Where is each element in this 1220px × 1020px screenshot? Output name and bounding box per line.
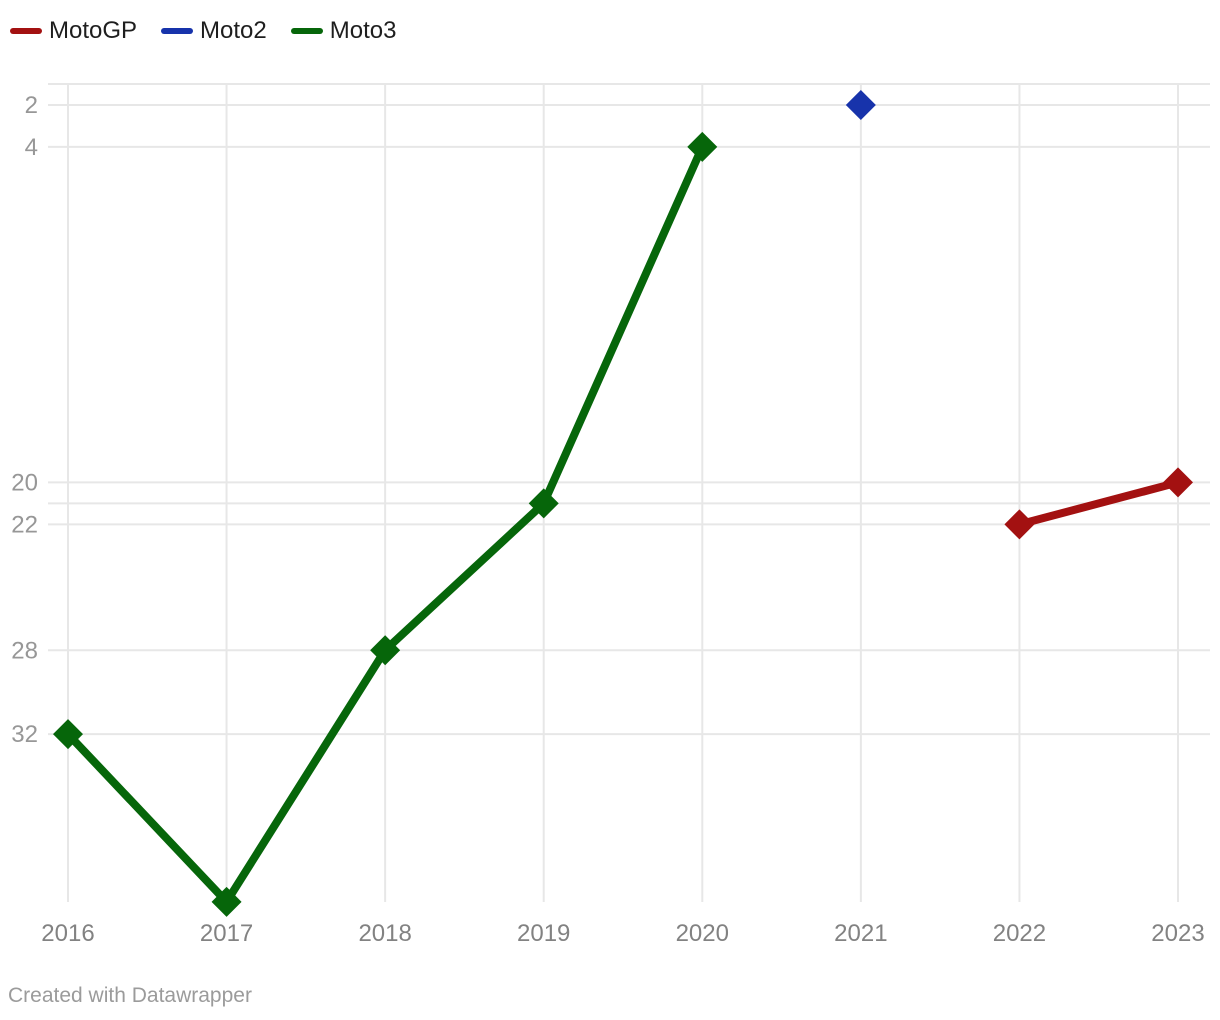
legend-swatch-moto2 [161, 28, 194, 34]
x-tick-label-2022: 2022 [993, 920, 1046, 947]
y-tick-label-22: 22 [11, 512, 38, 539]
legend-label-moto2: Moto2 [200, 17, 267, 44]
data-point-moto3-2020[interactable] [687, 131, 718, 162]
legend-label-moto3: Moto3 [329, 17, 397, 44]
x-tick-label-2021: 2021 [834, 920, 887, 947]
data-point-moto3-2019[interactable] [528, 488, 559, 519]
data-point-moto3-2016[interactable] [53, 719, 83, 750]
data-point-moto2-2021[interactable] [845, 89, 876, 120]
legend-swatch-motogp [10, 28, 42, 34]
y-tick-label-20: 20 [11, 470, 38, 497]
legend-swatch-moto3 [290, 28, 323, 34]
y-tick-label-4: 4 [25, 134, 38, 161]
data-point-motogp-2022[interactable] [1004, 509, 1035, 540]
y-tick-label-32: 32 [11, 721, 38, 748]
legend-label-motogp: MotoGP [49, 17, 138, 44]
legend-item-motogp[interactable]: MotoGP [10, 18, 137, 44]
x-tick-label-2019: 2019 [517, 920, 570, 947]
data-point-moto3-2018[interactable] [370, 635, 401, 666]
series-line-motogp [1018, 478, 1180, 529]
y-tick-label-28: 28 [11, 637, 38, 664]
legend: MotoGP Moto2 Moto3 [10, 18, 396, 44]
x-tick-label-2023: 2023 [1151, 920, 1204, 947]
y-tick-label-2: 2 [25, 92, 38, 119]
legend-item-moto3[interactable]: Moto3 [290, 17, 397, 44]
x-tick-label-2017: 2017 [200, 920, 253, 947]
datawrapper-credit: Created with Datawrapper [8, 984, 252, 1007]
x-tick-label-2020: 2020 [676, 920, 729, 947]
data-point-moto3-2017[interactable] [211, 886, 242, 917]
legend-item-moto2[interactable]: Moto2 [161, 18, 267, 44]
x-tick-label-2018: 2018 [358, 920, 411, 947]
data-point-motogp-2023[interactable] [1162, 467, 1193, 498]
x-tick-label-2016: 2016 [41, 920, 94, 947]
